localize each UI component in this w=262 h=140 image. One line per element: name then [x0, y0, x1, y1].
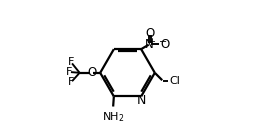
Text: F: F: [66, 67, 73, 77]
Text: O: O: [145, 27, 154, 40]
Text: Cl: Cl: [169, 76, 180, 86]
Text: N: N: [137, 94, 146, 107]
Text: N: N: [145, 38, 154, 51]
Text: O: O: [87, 66, 96, 79]
Text: NH$_2$: NH$_2$: [102, 110, 124, 124]
Text: +: +: [149, 37, 156, 46]
Text: F: F: [68, 77, 74, 87]
Text: −: −: [159, 37, 167, 47]
Text: O: O: [160, 38, 169, 51]
Text: F: F: [68, 57, 74, 67]
